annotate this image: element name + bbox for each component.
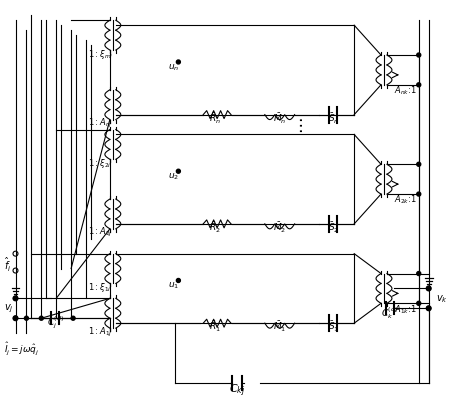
- Text: $C_k^{(d)}$: $C_k^{(d)}$: [381, 305, 399, 320]
- Text: $A_{1k}$:1: $A_{1k}$:1: [394, 302, 417, 315]
- Text: $v_k$: $v_k$: [436, 293, 447, 305]
- Circle shape: [71, 317, 75, 320]
- Text: $A_{2k}$:1: $A_{2k}$:1: [394, 193, 417, 206]
- Circle shape: [417, 193, 421, 197]
- Text: $1:A_{1j}$: $1:A_{1j}$: [88, 325, 112, 338]
- Text: $\bar{R}_2$: $\bar{R}_2$: [209, 220, 221, 234]
- Text: $1:A_{nj}$: $1:A_{nj}$: [88, 117, 112, 130]
- Circle shape: [176, 279, 180, 283]
- Text: $1:\xi_{2i}$: $1:\xi_{2i}$: [88, 156, 111, 169]
- Circle shape: [24, 317, 28, 320]
- Circle shape: [417, 83, 421, 88]
- Circle shape: [417, 272, 421, 276]
- Text: $\bar{S}_n$: $\bar{S}_n$: [328, 111, 339, 125]
- Text: $u_1$: $u_1$: [168, 280, 180, 291]
- Text: $\bar{S}_1$: $\bar{S}_1$: [328, 319, 339, 333]
- Text: $\hat{f}_i$: $\hat{f}_i$: [4, 255, 11, 273]
- Text: $A_{nk}$:1: $A_{nk}$:1: [394, 84, 417, 97]
- Circle shape: [417, 54, 421, 58]
- Text: $\hat{I}_j = j\omega\hat{q}_j$: $\hat{I}_j = j\omega\hat{q}_j$: [4, 340, 39, 357]
- Text: $\bar{R}_1$: $\bar{R}_1$: [209, 319, 221, 333]
- Circle shape: [427, 307, 431, 310]
- Text: $1:A_{2j}$: $1:A_{2j}$: [88, 226, 112, 239]
- Text: $\bar{M}_n$: $\bar{M}_n$: [273, 111, 286, 125]
- Circle shape: [176, 61, 180, 65]
- Text: $C_{kj}$: $C_{kj}$: [229, 381, 245, 398]
- Text: $\cdots$: $\cdots$: [290, 117, 309, 133]
- Text: $\bar{R}_n$: $\bar{R}_n$: [209, 111, 221, 125]
- Circle shape: [14, 297, 17, 301]
- Text: $v_j$: $v_j$: [4, 302, 13, 315]
- Text: $\bar{M}_2$: $\bar{M}_2$: [273, 220, 286, 234]
- Circle shape: [176, 170, 180, 174]
- Circle shape: [39, 317, 43, 320]
- Text: $C_j^{(d)}$: $C_j^{(d)}$: [47, 314, 64, 330]
- Circle shape: [14, 317, 17, 320]
- Circle shape: [427, 287, 431, 291]
- Text: $u_2$: $u_2$: [168, 171, 180, 182]
- Text: $1:\xi_{mi}$: $1:\xi_{mi}$: [88, 47, 113, 61]
- Text: $\bar{S}_2$: $\bar{S}_2$: [328, 220, 339, 234]
- Circle shape: [417, 301, 421, 306]
- Text: $\bar{M}_1$: $\bar{M}_1$: [273, 319, 286, 333]
- Circle shape: [417, 163, 421, 167]
- Text: $u_n$: $u_n$: [168, 62, 180, 73]
- Text: $1:\xi_{1i}$: $1:\xi_{1i}$: [88, 280, 111, 293]
